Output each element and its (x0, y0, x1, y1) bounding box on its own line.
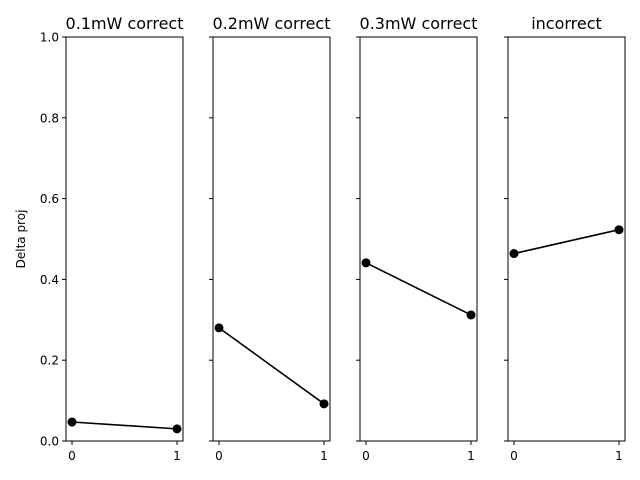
y-tick-label: 0.8 (40, 111, 59, 125)
y-tick-label: 0.6 (40, 192, 59, 206)
subplot-title: 0.1mW correct (66, 14, 184, 33)
data-point (361, 258, 371, 268)
x-tick-label: 1 (467, 449, 475, 463)
subplot-1: 0.1mW correct 0.0 0.2 0.4 0.6 0.8 1.0 0 1 (40, 14, 184, 463)
y-tick-label: 0.2 (40, 354, 59, 368)
subplot-3: 0.3mW correct 0 1 (356, 14, 478, 463)
y-tick-label: 1.0 (40, 31, 59, 45)
x-tick-label: 1 (173, 449, 181, 463)
y-tick-label: 0.4 (40, 273, 59, 287)
x-tick-label: 0 (510, 449, 518, 463)
subplot-title: 0.3mW correct (360, 14, 478, 33)
data-point (466, 310, 476, 320)
subplot-4: incorrect 0 1 (504, 14, 626, 463)
y-axis-label: Delta proj (14, 210, 28, 269)
axes-frame (359, 36, 478, 442)
data-point (172, 424, 182, 434)
series-line (71, 421, 178, 430)
x-tick-label: 0 (215, 449, 223, 463)
axes-frame (212, 36, 331, 442)
subplot-title: incorrect (531, 14, 602, 33)
x-tick-label: 0 (362, 449, 370, 463)
data-point (509, 249, 519, 259)
series-line (218, 327, 325, 405)
data-point (214, 323, 224, 333)
series-line (513, 228, 620, 255)
data-point (319, 399, 329, 409)
x-tick-label: 1 (615, 449, 623, 463)
data-point (67, 417, 77, 427)
axes-frame (507, 36, 626, 442)
series-line (365, 262, 472, 316)
data-point (614, 225, 624, 235)
subplot-title: 0.2mW correct (213, 14, 331, 33)
axes-frame (65, 36, 184, 442)
x-tick-label: 1 (320, 449, 328, 463)
x-tick-label: 0 (68, 449, 76, 463)
y-tick-label: 0.0 (40, 435, 59, 449)
subplot-2: 0.2mW correct 0 1 (209, 14, 331, 463)
